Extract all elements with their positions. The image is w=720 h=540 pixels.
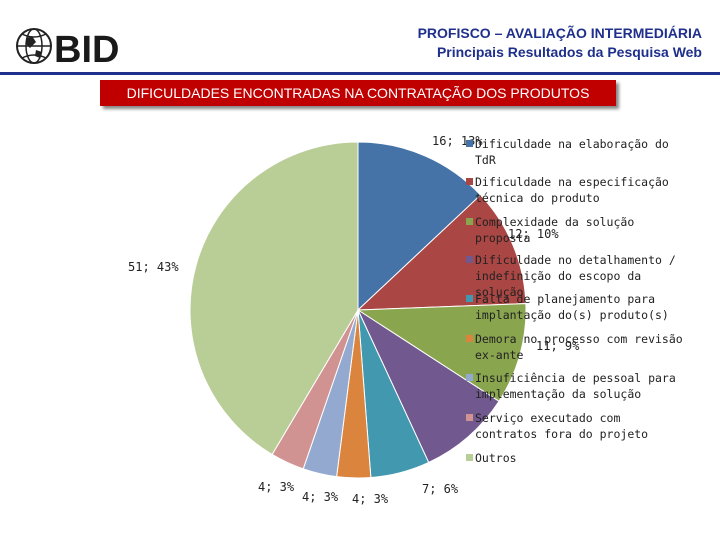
slice-label-9: 51; 43% <box>128 260 179 274</box>
legend-entry-2: Dificuldade na especificação técnica do p… <box>475 175 669 205</box>
legend-swatch-7 <box>466 374 473 381</box>
header-divider <box>0 72 720 75</box>
pie-slice-9 <box>189 141 359 456</box>
pie-slice-3 <box>356 303 527 403</box>
pie-slice-4 <box>356 308 500 464</box>
legend-swatch-3 <box>466 218 473 225</box>
header-title: PROFISCO – AVALIAÇÃO INTERMEDIÁRIA Princ… <box>418 24 702 62</box>
legend-swatch-1 <box>466 140 473 147</box>
slice-label-3: 12; 10% <box>508 227 559 241</box>
pie-slice-2 <box>356 194 527 311</box>
legend-entry-1: Dificuldade na elaboração do TdR <box>475 137 669 167</box>
logo-text: BID <box>54 29 119 70</box>
legend-entry-9: Outros <box>475 451 517 465</box>
legend-swatch-8 <box>466 414 473 421</box>
legend-entry-4: Dificuldade no detalhamento / indefinição… <box>475 253 676 299</box>
globe-icon <box>16 28 52 64</box>
bid-logo: BID <box>16 28 119 70</box>
slice-label-6: 4; 3% <box>352 492 389 506</box>
slice-label-4: 11; 9% <box>536 339 580 353</box>
legend-swatch-4 <box>466 256 473 263</box>
slice-label-8: 4; 3% <box>258 480 295 494</box>
pie-slice-1 <box>357 141 482 312</box>
slice-label-5: 7; 6% <box>422 482 459 496</box>
legend-entry-5: Falta de planejamento para implantação do… <box>475 292 669 322</box>
legend-swatch-6 <box>466 335 473 342</box>
legend-entry-8: Serviço executado com contratos fora do p… <box>475 411 648 441</box>
legend-entry-3: Complexidade da solução proposta <box>475 215 634 245</box>
legend-swatch-5 <box>466 295 473 302</box>
legend-entry-7: Insuficiência de pessoal para implementaç… <box>475 371 676 401</box>
legend-swatch-2 <box>466 178 473 185</box>
header-line-2: Principais Resultados da Pesquisa Web <box>436 44 702 60</box>
legend-entry-6: Demora no processo com revisão ex-ante <box>475 332 683 362</box>
slice-label-7: 4; 3% <box>302 490 339 504</box>
header-line-1: PROFISCO – AVALIAÇÃO INTERMEDIÁRIA <box>417 25 702 41</box>
section-title: DIFICULDADES ENCONTRADAS NA CONTRATAÇÃO … <box>100 80 616 106</box>
legend-swatch-9 <box>466 454 473 461</box>
